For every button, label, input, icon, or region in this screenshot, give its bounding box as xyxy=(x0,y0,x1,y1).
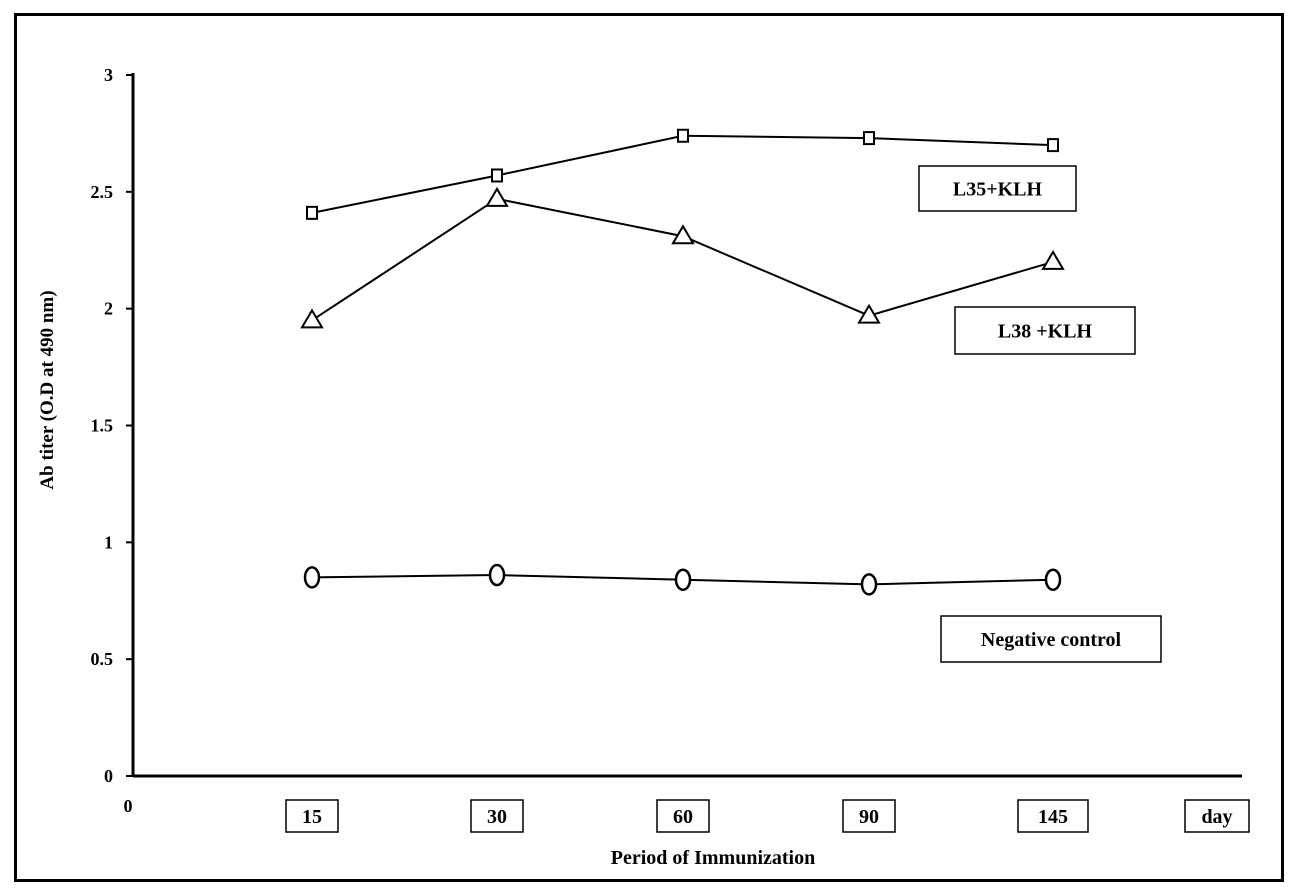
series-label-text: L38 +KLH xyxy=(998,321,1093,343)
x-tick-label-text: 90 xyxy=(859,806,879,828)
data-point xyxy=(1044,568,1062,591)
data-point xyxy=(485,186,509,207)
data-point xyxy=(300,308,324,329)
y-axis-label: Ab titer (O.D at 490 nm) xyxy=(37,290,58,489)
y-tick-label: 1.5 xyxy=(91,416,114,436)
data-point xyxy=(863,131,875,146)
x-tick-labels: 15 30 60 90 145 day 0 xyxy=(124,796,1250,833)
x-tick-label-text: 60 xyxy=(673,806,693,828)
data-point xyxy=(671,224,695,245)
series-markers xyxy=(300,128,1065,596)
series-line xyxy=(311,197,1054,322)
data-point xyxy=(1041,249,1065,270)
x-tick-label: 145 xyxy=(1017,799,1089,833)
x-tick-label: 60 xyxy=(656,799,710,833)
y-ticks: 0 0.5 1 1.5 2 2.5 3 xyxy=(91,65,133,786)
data-point xyxy=(677,128,689,143)
y-tick-label: 0.5 xyxy=(91,649,114,669)
data-point xyxy=(491,168,503,183)
x-tick-label-text: 145 xyxy=(1038,806,1068,828)
x-tick-label: 30 xyxy=(470,799,524,833)
data-point xyxy=(1047,138,1059,153)
data-point xyxy=(674,568,692,591)
chart-frame xyxy=(14,13,1284,882)
x-origin-label: 0 xyxy=(124,796,133,816)
y-tick-label: 0 xyxy=(104,766,113,786)
x-tick-label-text: 30 xyxy=(487,806,507,828)
series-labels: L35+KLH L38 +KLH Negative control xyxy=(918,165,1162,663)
x-tick-label: 90 xyxy=(842,799,896,833)
series-label: Negative control xyxy=(940,615,1162,663)
x-unit-label: day xyxy=(1184,799,1250,833)
x-axis-label: Period of Immunization xyxy=(611,847,815,869)
series-label-text: L35+KLH xyxy=(953,179,1043,201)
series-label-text: Negative control xyxy=(981,629,1122,651)
x-tick-label: 15 xyxy=(285,799,339,833)
series-label: L35+KLH xyxy=(918,165,1077,212)
y-tick-label: 2.5 xyxy=(91,182,114,202)
y-tick-label: 2 xyxy=(104,299,113,319)
data-point xyxy=(306,205,318,220)
y-tick-label: 3 xyxy=(104,65,113,85)
data-point xyxy=(488,563,506,587)
data-point xyxy=(857,303,881,324)
data-point xyxy=(303,566,321,589)
x-unit-label-text: day xyxy=(1201,806,1232,828)
data-point xyxy=(860,573,878,596)
y-tick-label: 1 xyxy=(104,532,113,552)
x-tick-label-text: 15 xyxy=(302,806,322,828)
series-label: L38 +KLH xyxy=(954,306,1136,355)
